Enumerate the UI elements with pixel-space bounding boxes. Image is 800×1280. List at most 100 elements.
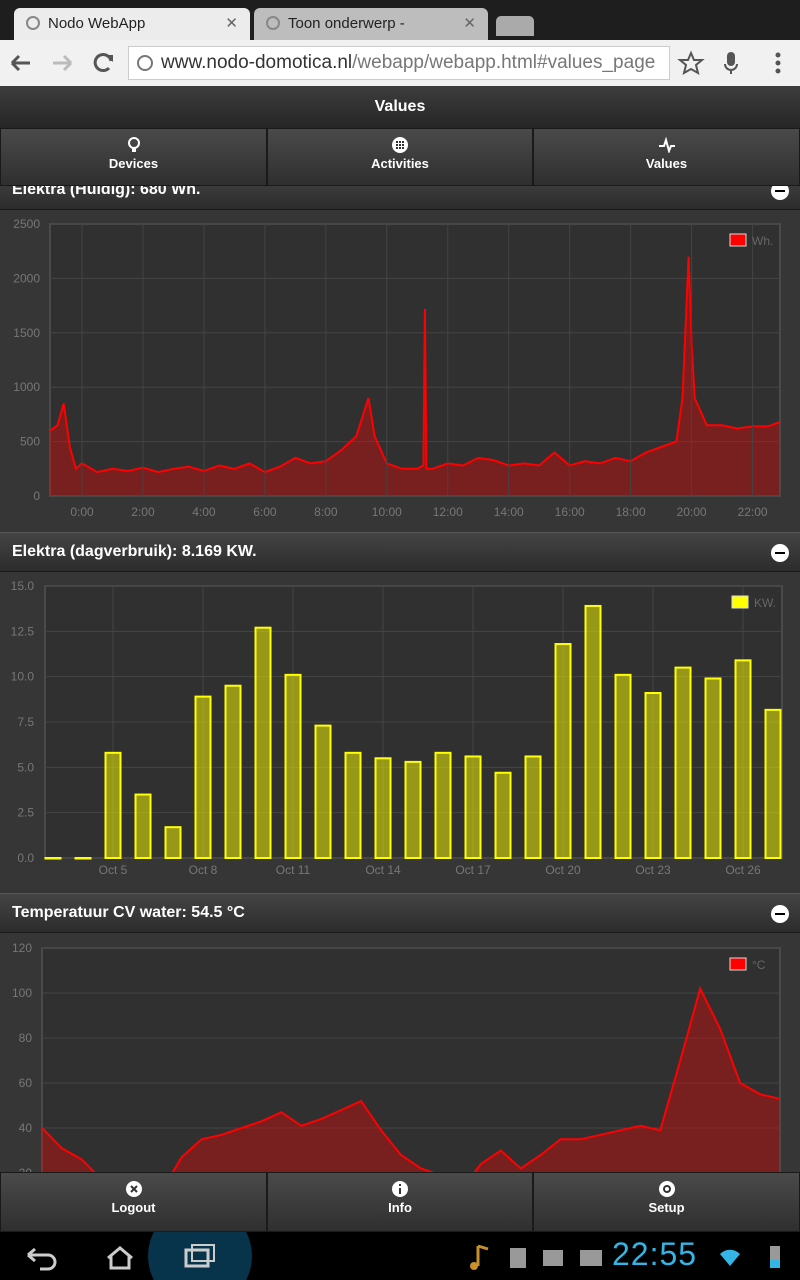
x-tick-label: Oct 26	[725, 863, 761, 877]
bar	[734, 659, 752, 860]
footer-button[interactable]: Logout	[0, 1172, 267, 1232]
legend-label: KW.	[754, 596, 776, 610]
y-tick-label: 0.0	[17, 851, 34, 865]
legend-swatch	[729, 233, 747, 247]
bar	[74, 857, 92, 860]
y-tick-label: 5.0	[17, 760, 34, 774]
x-tick-label: Oct 5	[99, 863, 128, 877]
x-tick-label: 6:00	[253, 505, 277, 519]
nav-label: Values	[645, 156, 688, 171]
bar	[614, 673, 632, 859]
y-tick-label: 80	[19, 1031, 33, 1045]
bar	[464, 755, 482, 859]
footer-button[interactable]: Setup	[533, 1172, 800, 1232]
x-tick-label: 12:00	[433, 505, 463, 519]
header-title: Values	[374, 98, 426, 115]
toolbar: www.nodo-domotica.nl/webapp/webapp.html#…	[0, 40, 800, 87]
y-tick-label: 1000	[13, 380, 40, 394]
bar	[44, 857, 62, 860]
bar	[284, 673, 302, 859]
section-title: Elektra (dagverbruik): 8.169 KW.	[12, 543, 257, 560]
y-tick-label: 0	[33, 489, 40, 503]
legend-label: °C	[752, 958, 766, 972]
x-tick-label: 16:00	[555, 505, 585, 519]
bar	[134, 793, 152, 859]
footer-button[interactable]: Info	[267, 1172, 533, 1232]
x-tick-label: 18:00	[616, 505, 646, 519]
bar	[674, 666, 692, 859]
y-tick-label: 2500	[13, 217, 40, 231]
x-tick-label: 10:00	[372, 505, 402, 519]
plot-area	[49, 223, 781, 497]
x-tick-label: 22:00	[738, 505, 768, 519]
url-domain: www.nodo-domotica.nl	[161, 52, 353, 73]
bar	[254, 626, 272, 859]
bar	[224, 684, 242, 859]
footer: Logout Info Setup	[0, 1172, 800, 1232]
legend-swatch	[731, 595, 749, 609]
y-tick-label: 500	[20, 435, 40, 449]
navbar: Devices Activities Values	[0, 128, 800, 186]
y-tick-label: 2.5	[17, 806, 34, 820]
url-path: /webapp/webapp.html#values_page	[352, 52, 656, 73]
system-bar: 22:55	[0, 1232, 800, 1280]
x-tick-label: Oct 11	[276, 863, 311, 877]
bar	[524, 755, 542, 859]
bar	[344, 751, 362, 859]
tab-title: Nodo WebApp	[48, 15, 146, 32]
x-tick-label: 4:00	[192, 505, 216, 519]
x-tick-label: 20:00	[677, 505, 707, 519]
x-tick-label: Oct 17	[455, 863, 491, 877]
nav-button[interactable]: Values	[533, 128, 800, 186]
nav-button[interactable]: Activities	[267, 128, 533, 186]
y-tick-label: 12.5	[11, 624, 35, 638]
x-tick-label: 2:00	[131, 505, 155, 519]
toolbar-icons[interactable]	[670, 40, 800, 86]
bar	[644, 691, 662, 860]
section-header[interactable]: Temperatuur CV water: 54.5 °C	[0, 893, 800, 933]
x-tick-label: Oct 20	[545, 863, 581, 877]
bar	[494, 771, 512, 859]
x-tick-label: Oct 14	[365, 863, 401, 877]
area-fill	[50, 256, 780, 496]
nav-icons[interactable]	[0, 40, 128, 86]
url-box[interactable]: www.nodo-domotica.nl/webapp/webapp.html#…	[128, 46, 670, 80]
y-tick-label: 2000	[13, 271, 40, 285]
bar	[194, 695, 212, 860]
tab-strip: Nodo WebApp ✕ Toon onderwerp - ✕	[0, 0, 800, 40]
new-tab[interactable]	[496, 16, 534, 36]
header: Values	[0, 86, 800, 128]
x-tick-label: 0:00	[70, 505, 94, 519]
line	[49, 256, 781, 474]
nav-button[interactable]: Devices	[0, 128, 267, 186]
x-tick-label: 8:00	[314, 505, 338, 519]
y-tick-label: 15.0	[11, 579, 35, 593]
y-tick-label: 120	[12, 941, 32, 955]
x-tick-label: 14:00	[494, 505, 524, 519]
y-tick-label: 40	[19, 1121, 33, 1135]
bar	[704, 677, 722, 859]
bar	[584, 604, 602, 859]
y-tick-label: 7.5	[17, 715, 34, 729]
section-title: Temperatuur CV water: 54.5 °C	[12, 904, 245, 921]
bar	[434, 751, 452, 859]
bar	[374, 757, 392, 859]
y-tick-label: 60	[19, 1076, 33, 1090]
system-icons	[27, 1232, 780, 1280]
y-tick-label: 1500	[13, 326, 40, 340]
x-tick-label: Oct 8	[189, 863, 218, 877]
bar	[554, 643, 572, 859]
y-tick-label: 100	[12, 986, 32, 1000]
footer-label: Setup	[648, 1200, 685, 1215]
bar	[404, 760, 422, 859]
footer-label: Info	[388, 1200, 412, 1215]
footer-label: Logout	[111, 1200, 156, 1215]
tab[interactable]: Nodo WebApp ✕	[14, 8, 250, 40]
tab-title: Toon onderwerp -	[288, 15, 405, 32]
section-header[interactable]: Elektra (dagverbruik): 8.169 KW.	[0, 532, 800, 572]
bar	[104, 751, 122, 859]
bar	[164, 826, 182, 860]
tab[interactable]: Toon onderwerp - ✕	[254, 8, 488, 40]
legend-label: Wh.	[752, 234, 773, 248]
